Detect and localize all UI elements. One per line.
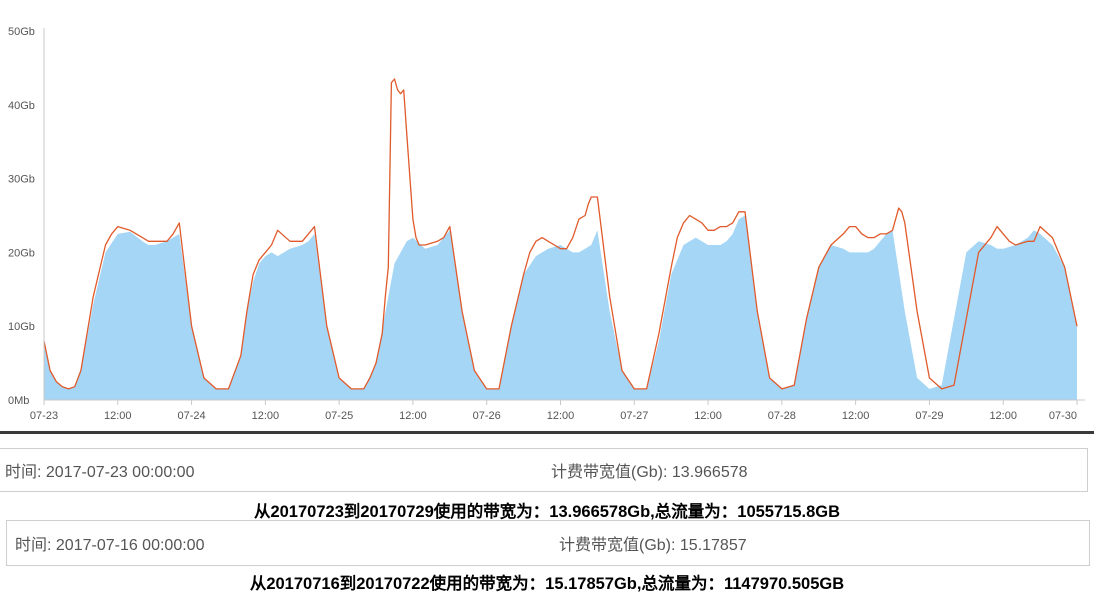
info-box-period-2: 时间: 2017-07-16 00:00:00 计费带宽值(Gb): 15.17… — [6, 520, 1090, 566]
x-tick-label: 12:00 — [399, 410, 427, 422]
bandwidth-line-series — [43, 78, 1078, 390]
x-tick-label: 12:00 — [252, 410, 280, 422]
x-tick-labels: 07-23 12:00 07-24 12:00 07-25 12:00 07-26 12:00… — [30, 400, 1078, 422]
x-tick-label: 07-23 — [30, 410, 58, 422]
billing-bandwidth-label: 计费带宽值(Gb): 15.17857 — [559, 537, 747, 554]
x-tick-label: 07-24 — [178, 410, 206, 422]
y-tick-label: 30Gb — [8, 174, 35, 186]
series-layer — [43, 78, 1078, 400]
usage-summary-1: 从20170723到20170729使用的带宽为：13.966578Gb,总流量… — [253, 503, 841, 521]
info-box-period-1: 时间: 2017-07-23 00:00:00 计费带宽值(Gb): 13.96… — [0, 448, 1088, 492]
usage-summary-2: 从20170716到20170722使用的带宽为：15.17857Gb,总流量为… — [249, 575, 845, 593]
time-label: 时间: 2017-07-23 00:00:00 — [5, 464, 195, 481]
section-divider — [0, 431, 1094, 434]
y-tick-label: 0Mb — [8, 395, 29, 407]
x-tick-label: 07-28 — [768, 410, 796, 422]
y-tick-label: 50Gb — [8, 26, 35, 38]
y-tick-label: 10Gb — [8, 321, 35, 333]
y-tick-label: 40Gb — [8, 100, 35, 112]
x-tick-label: 12:00 — [694, 410, 722, 422]
y-tick-labels: 0Mb 10Gb 20Gb 30Gb 40Gb 50Gb — [8, 26, 35, 407]
bandwidth-chart: 0Mb 10Gb 20Gb 30Gb 40Gb 50Gb 07-23 12:00 07-24 1… — [8, 26, 1085, 422]
x-tick-label: 07-27 — [620, 410, 648, 422]
x-tick-label: 07-25 — [325, 410, 353, 422]
y-tick-label: 20Gb — [8, 247, 35, 259]
x-tick-label: 12:00 — [104, 410, 132, 422]
x-tick-label: 12:00 — [547, 410, 575, 422]
billing-bandwidth-label: 计费带宽值(Gb): 13.966578 — [551, 464, 748, 481]
x-tick-label: 12:00 — [989, 410, 1017, 422]
time-label: 时间: 2017-07-16 00:00:00 — [15, 537, 205, 554]
x-tick-label: 12:00 — [842, 410, 870, 422]
traffic-area-series — [44, 215, 1077, 400]
x-tick-label: 07-30 — [1049, 410, 1077, 422]
x-tick-label: 07-26 — [473, 410, 501, 422]
x-tick-label: 07-29 — [915, 410, 943, 422]
